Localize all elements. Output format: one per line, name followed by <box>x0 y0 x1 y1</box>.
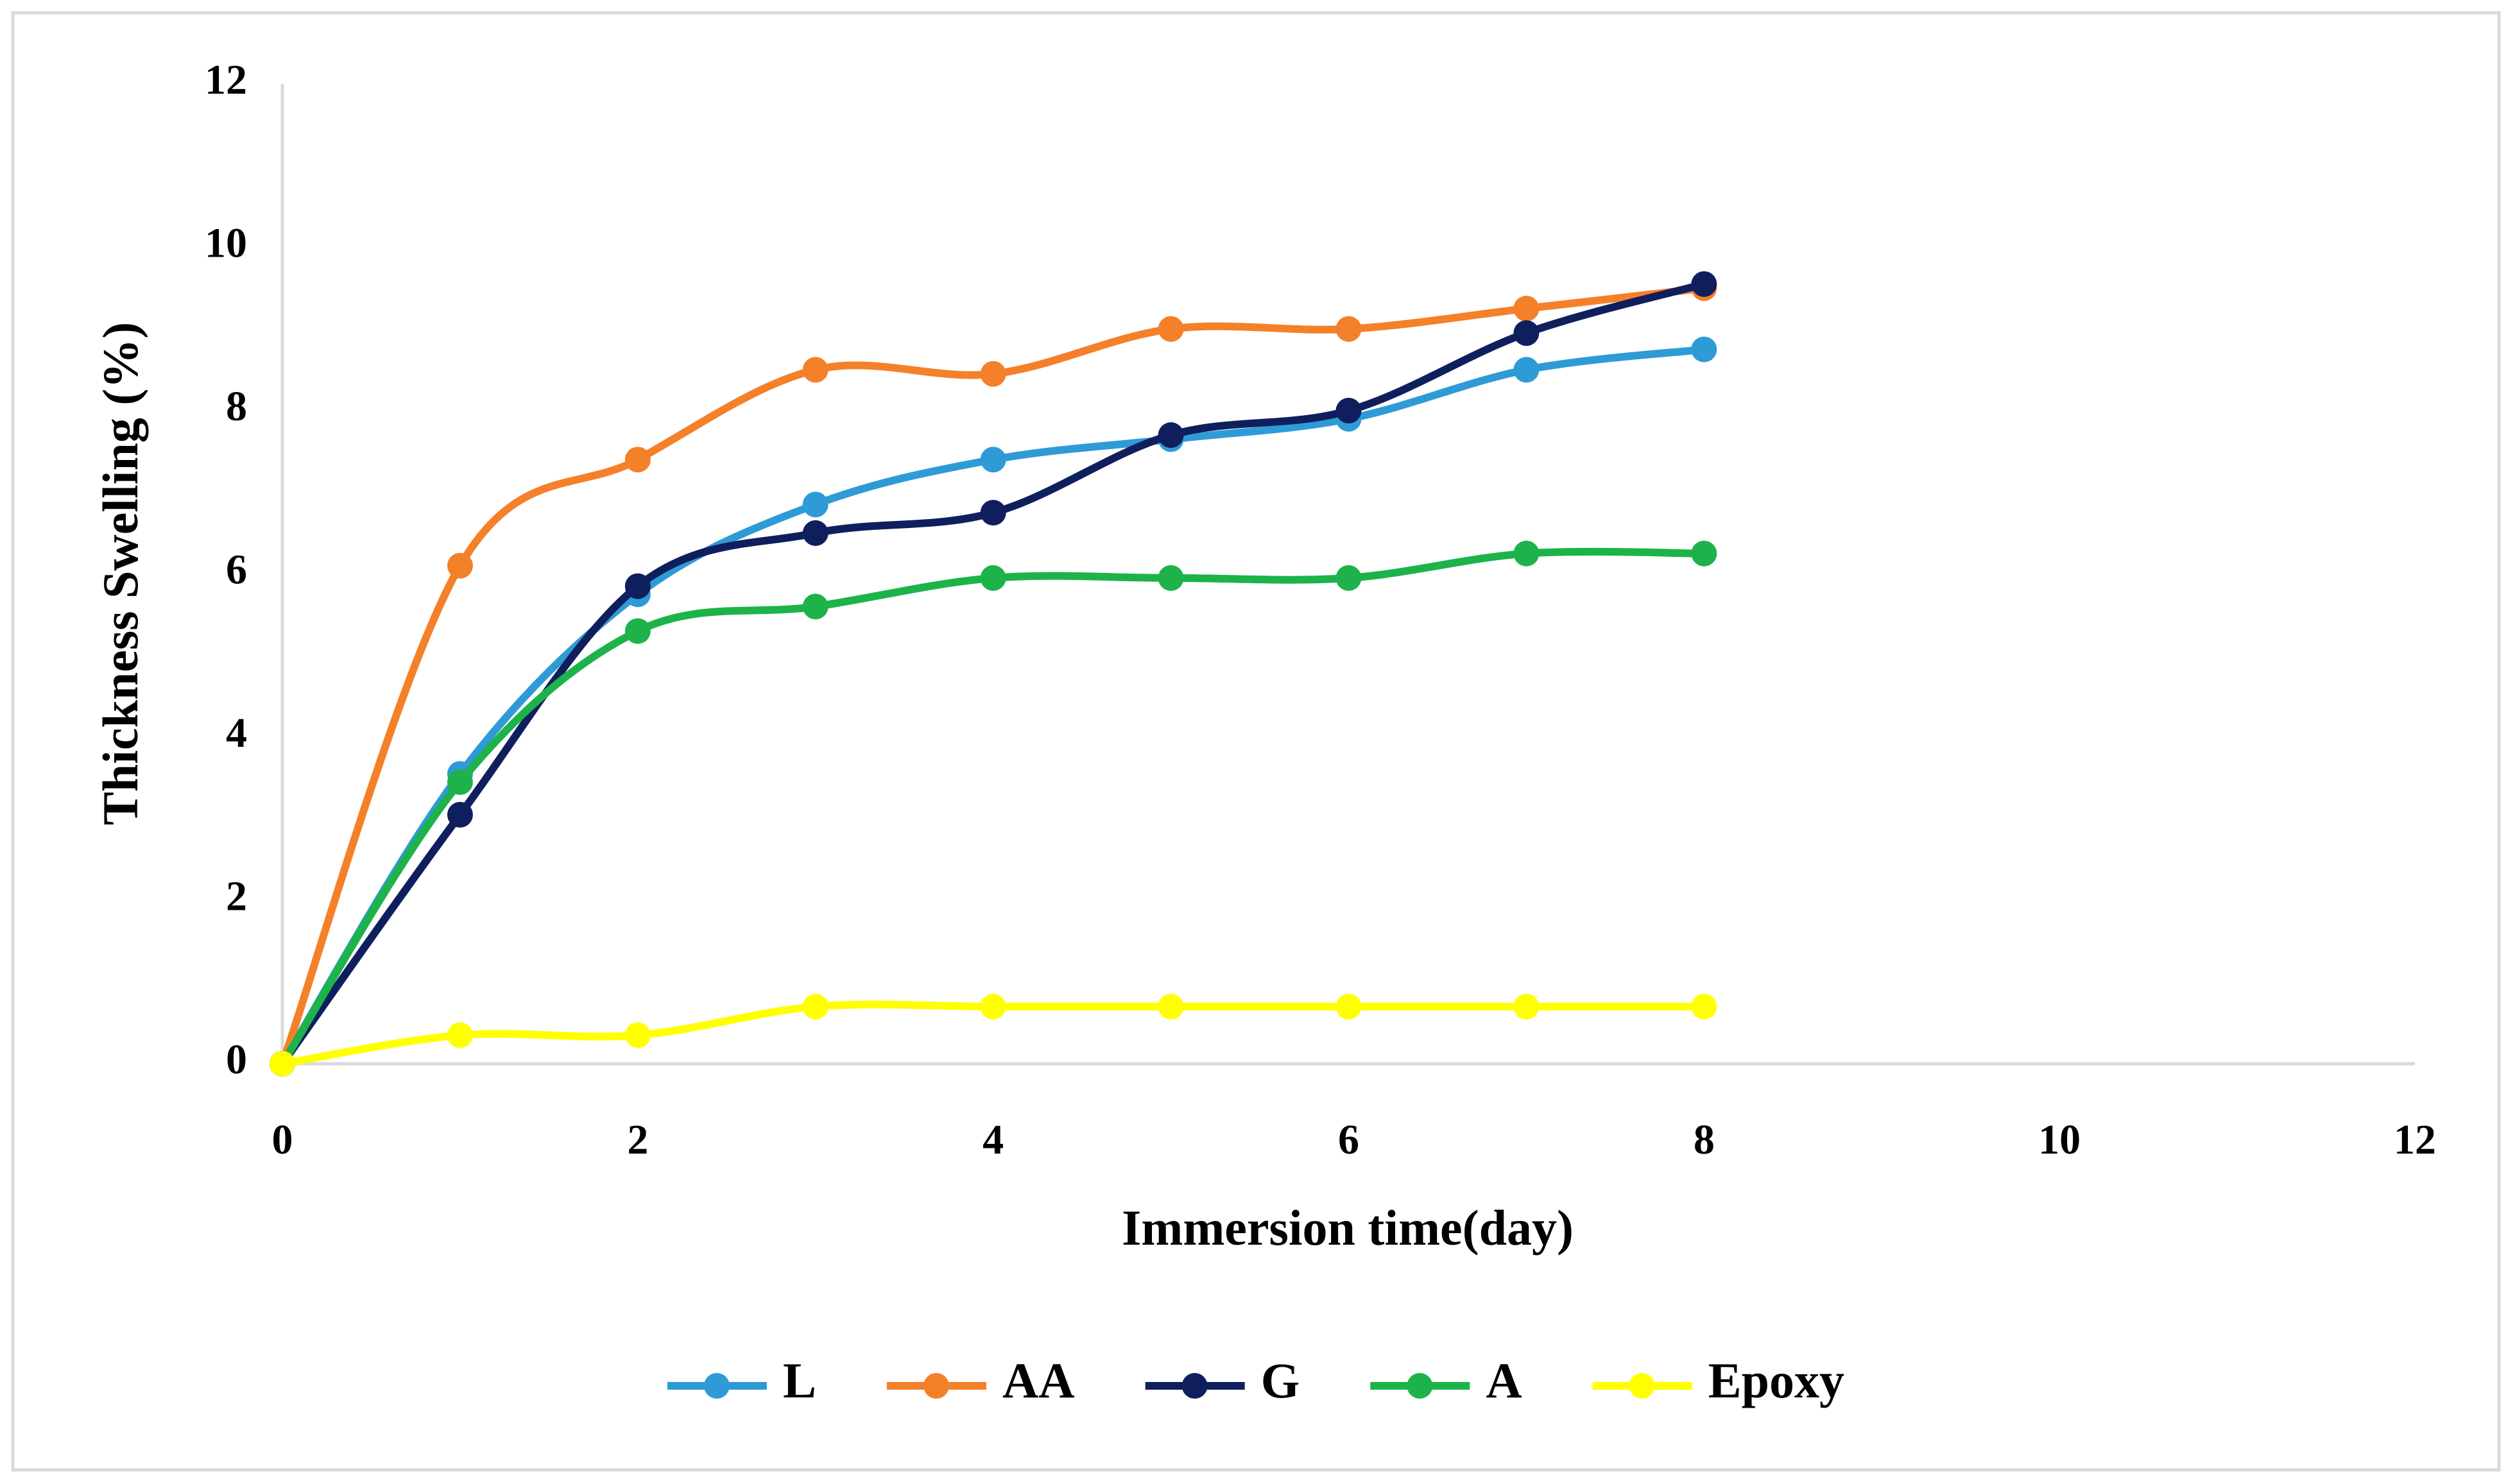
series-line <box>279 284 1705 1066</box>
data-point <box>447 1022 473 1048</box>
x-tick-label: 0 <box>272 1116 293 1163</box>
legend-item: A <box>1370 1352 1522 1408</box>
legend: L AA G A Epoxy <box>667 1352 1844 1408</box>
data-point <box>802 993 828 1019</box>
y-tick-label: 4 <box>226 710 247 756</box>
x-tick-label: 4 <box>983 1116 1004 1163</box>
legend-item: AA <box>886 1352 1075 1408</box>
legend-text: AA <box>1002 1352 1075 1408</box>
data-point <box>1691 271 1717 297</box>
legend-text: G <box>1261 1352 1300 1408</box>
data-point <box>1335 398 1362 423</box>
y-tick-label: 2 <box>226 873 247 920</box>
data-point <box>980 447 1006 473</box>
series-line <box>279 280 1705 1066</box>
data-point <box>1158 422 1184 448</box>
data-point <box>1513 320 1540 346</box>
data-point <box>802 491 828 518</box>
data-point <box>447 769 473 795</box>
legend-text: L <box>783 1352 816 1408</box>
data-point <box>980 500 1006 526</box>
data-point <box>1513 295 1540 321</box>
y-tick-label: 6 <box>226 547 247 593</box>
data-point <box>802 357 828 383</box>
data-point <box>980 565 1006 591</box>
x-axis-title: Immersion time(day) <box>1122 1200 1574 1256</box>
data-point <box>1691 993 1717 1019</box>
data-point <box>802 593 828 620</box>
data-point <box>624 573 651 599</box>
data-point <box>1158 993 1184 1019</box>
data-point <box>447 801 473 828</box>
y-axis-title: Thickness Swelling (%) <box>92 322 148 825</box>
data-point <box>980 361 1006 387</box>
data-point <box>270 1051 295 1077</box>
data-point <box>1335 565 1362 591</box>
data-point <box>1691 540 1717 567</box>
x-tick-label: 2 <box>627 1116 648 1163</box>
data-point <box>980 993 1006 1019</box>
chart-border <box>11 11 2501 1472</box>
y-tick-label: 0 <box>226 1036 247 1083</box>
legend-marker <box>703 1373 730 1399</box>
y-tick-label: 8 <box>226 383 247 430</box>
data-point <box>624 618 651 644</box>
legend-item: L <box>667 1352 816 1408</box>
legend-marker <box>923 1373 949 1399</box>
x-tick-label: 12 <box>2394 1116 2436 1163</box>
data-point <box>1513 357 1540 383</box>
y-tick-label: 10 <box>205 220 247 267</box>
legend-text: A <box>1486 1352 1522 1408</box>
legend-marker <box>1181 1373 1208 1399</box>
series-line <box>279 547 1704 1066</box>
data-point <box>1691 336 1717 362</box>
x-tick-label: 10 <box>2038 1116 2081 1163</box>
data-point <box>1158 316 1184 342</box>
data-point <box>1513 540 1540 567</box>
x-tick-label: 8 <box>1694 1116 1715 1163</box>
data-point <box>1513 993 1540 1019</box>
legend-item: G <box>1145 1352 1300 1408</box>
y-tick-label: 12 <box>205 56 247 103</box>
data-point <box>624 447 651 473</box>
legend-item: Epoxy <box>1592 1352 1844 1408</box>
data-point <box>1335 316 1362 342</box>
data-point <box>802 520 828 546</box>
data-point <box>447 552 473 579</box>
data-point <box>624 1022 651 1048</box>
legend-text: Epoxy <box>1708 1352 1844 1408</box>
x-tick-label: 6 <box>1338 1116 1359 1163</box>
data-point <box>1335 993 1362 1019</box>
legend-marker <box>1407 1373 1433 1399</box>
legend-marker <box>1629 1373 1655 1399</box>
data-point <box>1158 565 1184 591</box>
